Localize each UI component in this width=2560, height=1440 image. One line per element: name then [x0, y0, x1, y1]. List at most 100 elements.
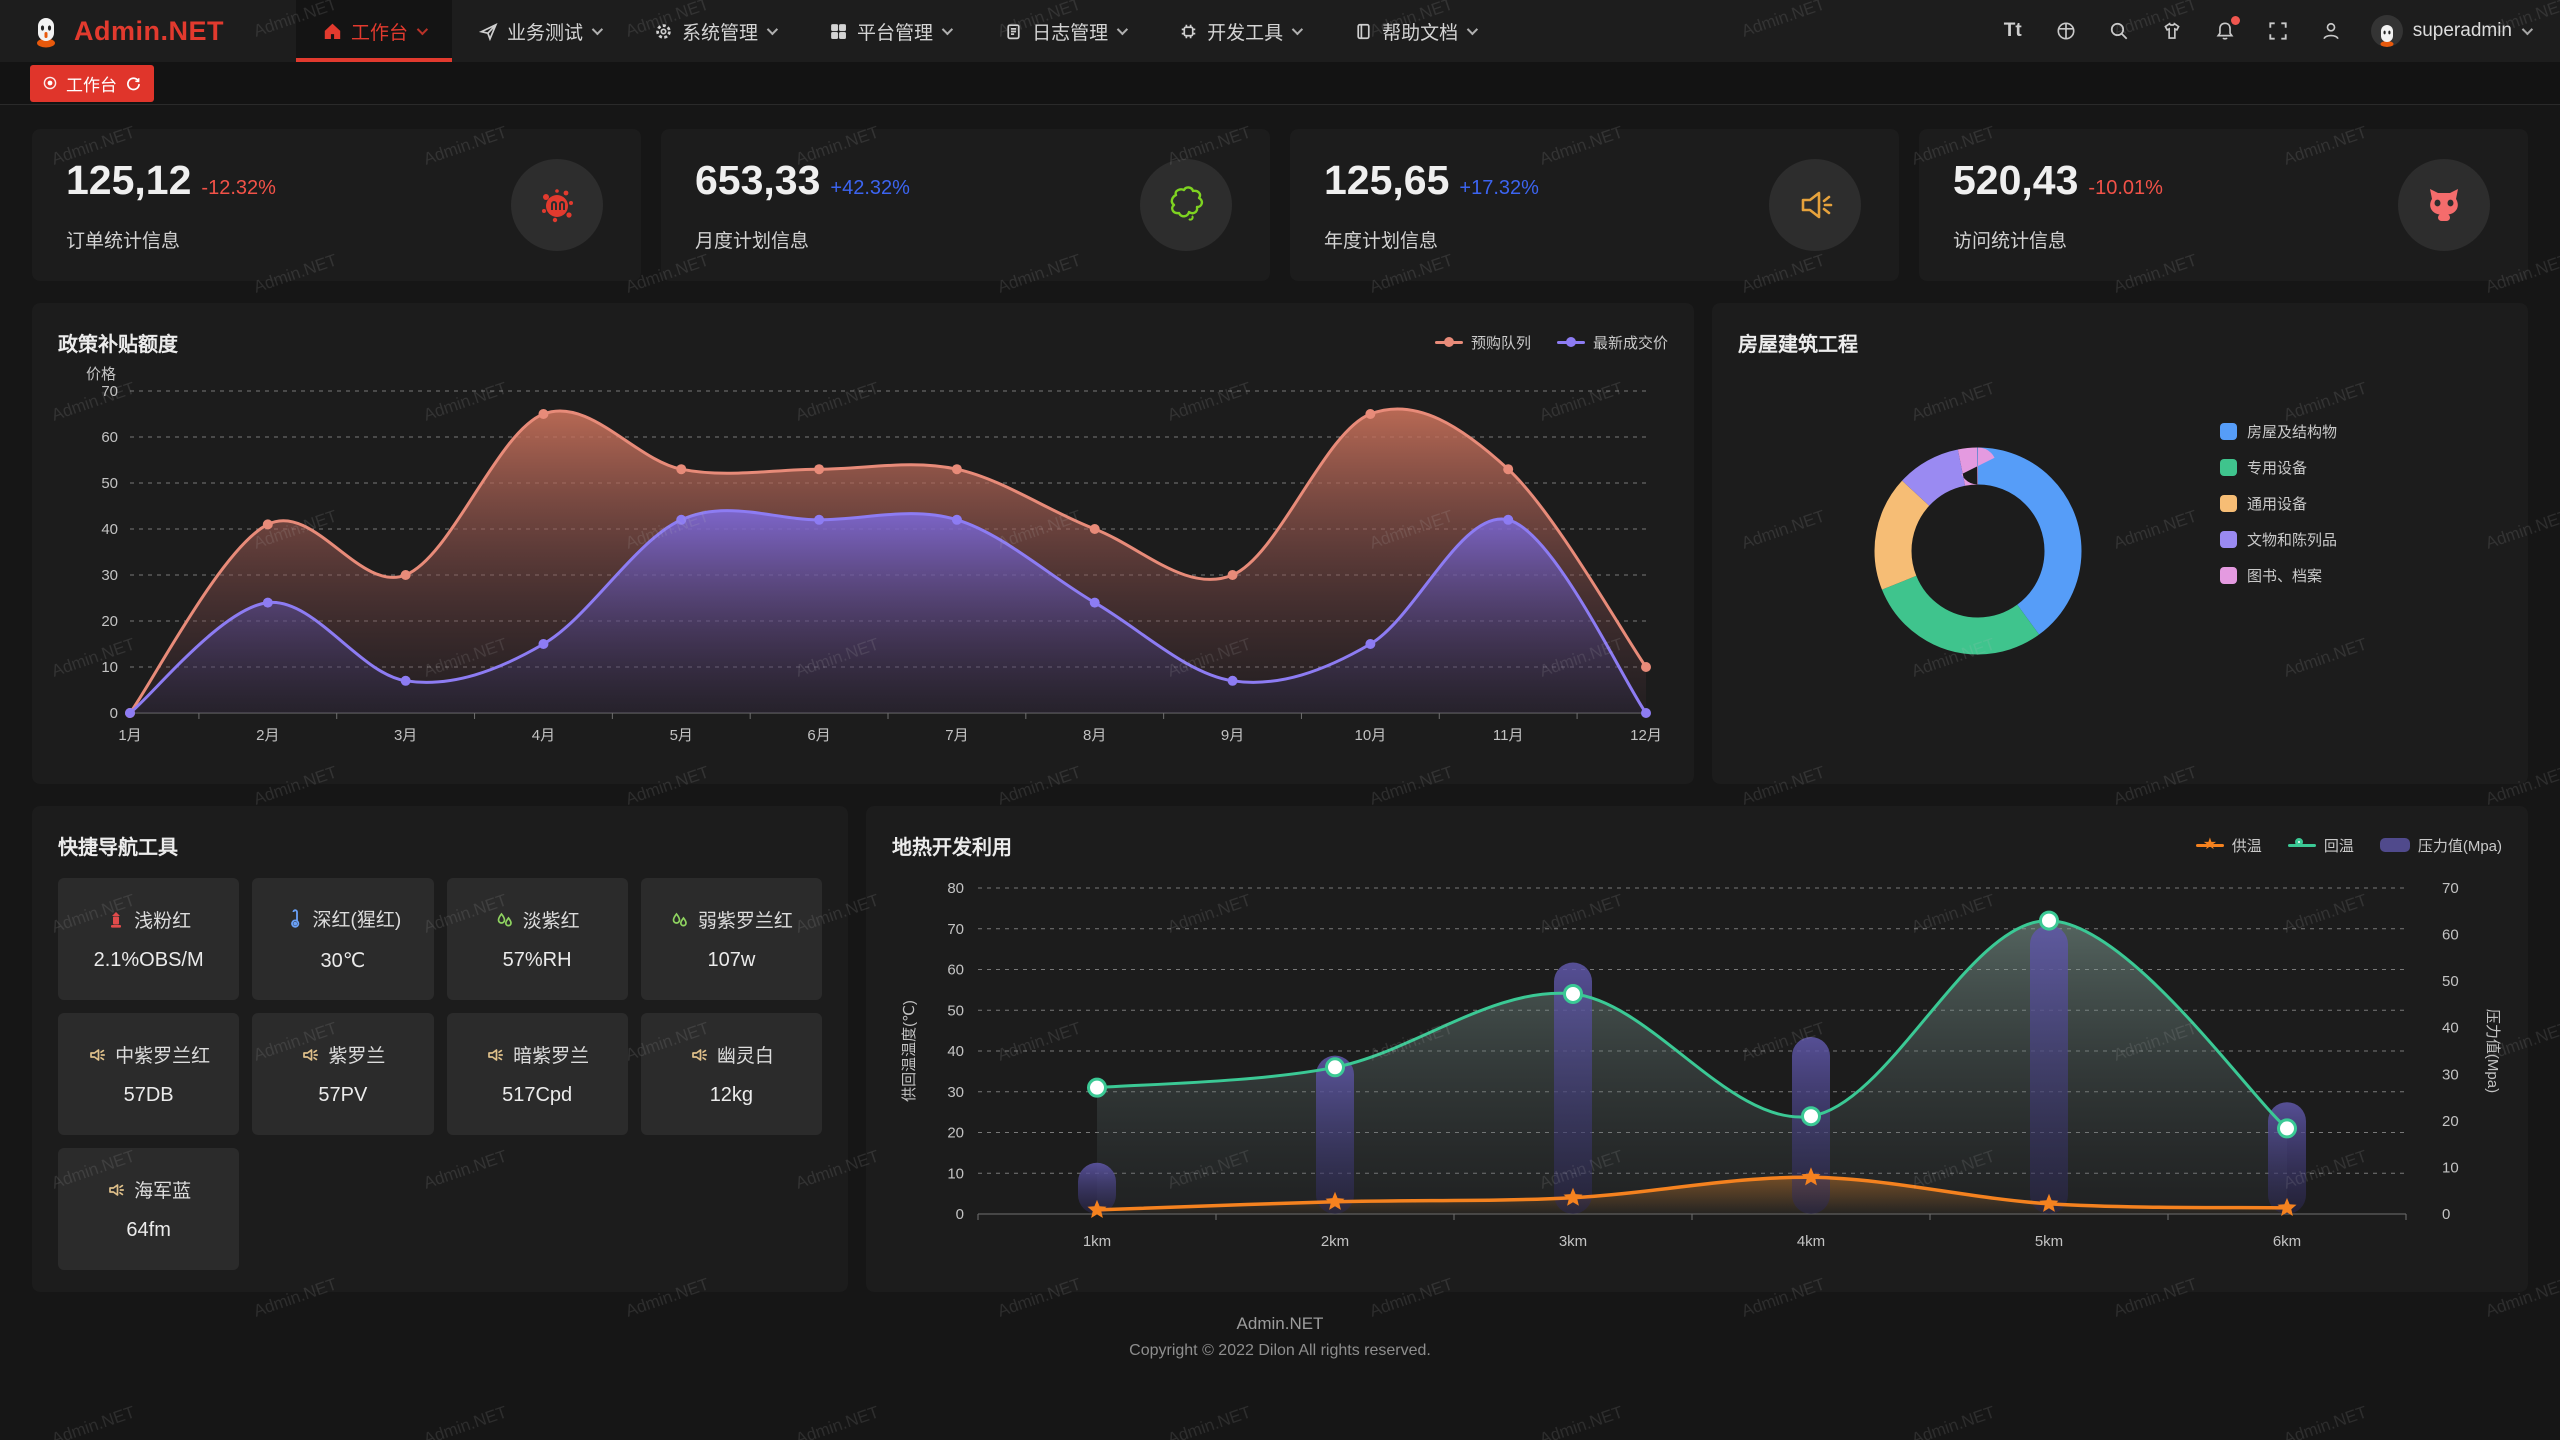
svg-text:12月: 12月	[1630, 727, 1662, 744]
geothermal-mixed-chart[interactable]: 0 10 20 30 40 50 60 70 80 0 10 20 30 40 50 60 70 1km 2km 3k…	[892, 862, 2502, 1260]
font-size-label: Tt	[2003, 20, 2022, 41]
svg-text:30: 30	[947, 1084, 964, 1101]
legend-label: 文物和陈列品	[2247, 532, 2338, 549]
quick-nav-item[interactable]: 中紫罗兰红 57DB	[58, 1013, 240, 1135]
quick-nav-item[interactable]: 弱紫罗兰红 107w	[640, 878, 822, 1000]
legend-item-pressure[interactable]: 压力值(Mpa)	[2379, 835, 2502, 856]
quick-nav-item[interactable]: 海军蓝 64fm	[58, 1148, 240, 1270]
stat-label: 年度计划信息	[1324, 231, 1439, 252]
paint-splat-icon	[542, 189, 573, 223]
quick-nav-label: 淡紫红	[522, 911, 580, 932]
quick-nav-label: 紫罗兰	[328, 1046, 386, 1067]
droplets-icon	[497, 912, 512, 926]
quick-nav-item[interactable]: 淡紫红 57%RH	[446, 878, 628, 1000]
donut-legend-item[interactable]: 图书、档案	[2220, 565, 2337, 586]
legend-swatch	[2220, 567, 2237, 584]
svg-text:0: 0	[956, 1206, 964, 1223]
quick-nav-value: 57%RH	[502, 949, 572, 971]
search-icon[interactable]	[2106, 18, 2132, 44]
font-size-icon[interactable]: Tt	[2000, 18, 2026, 44]
notification-bell-icon[interactable]	[2212, 16, 2240, 44]
legend-swatch	[2220, 531, 2237, 548]
quick-nav-grid: 浅粉红 2.1%OBS/M 深红(猩红) 30℃ 淡紫红 57%RH 弱紫罗兰红…	[58, 878, 822, 1270]
quick-nav-value: 107w	[707, 949, 756, 971]
legend-item-return-temp[interactable]: 回温	[2287, 835, 2354, 856]
legend-item-latest-price[interactable]: 最新成交价	[1556, 332, 1668, 353]
footer-copyright: Copyright © 2022 Dilon All rights reserv…	[1129, 1342, 1431, 1359]
menu-item-business-test[interactable]: 业务测试	[452, 0, 627, 62]
svg-text:60: 60	[947, 962, 964, 979]
legend-item-presale-queue[interactable]: 预购队列	[1434, 332, 1531, 353]
menu-item-log-mgmt[interactable]: 日志管理	[977, 0, 1152, 62]
menu-item-workbench[interactable]: 工作台	[296, 0, 453, 62]
quick-nav-item[interactable]: 暗紫罗兰 517Cpd	[446, 1013, 628, 1135]
geothermal-legend: ★ 供温 回温 压力值(Mpa)	[2195, 835, 2502, 856]
chevron-down-icon	[1291, 23, 1304, 36]
quick-nav-value: 2.1%OBS/M	[93, 949, 204, 971]
donut-legend-item[interactable]: 房屋及结构物	[2220, 421, 2337, 442]
page-footer: Admin.NET Copyright © 2022 Dilon All rig…	[32, 1314, 2528, 1360]
menu-item-label: 工作台	[351, 22, 409, 44]
quick-nav-value: 64fm	[126, 1219, 171, 1241]
stat-value: 653,33	[695, 157, 821, 203]
svg-text:50: 50	[101, 475, 118, 492]
svg-text:40: 40	[2442, 1020, 2459, 1037]
quick-nav-label: 深红(猩红)	[312, 910, 402, 931]
language-icon[interactable]	[2053, 18, 2079, 44]
stat-card-visits: 520,43 -10.01% 访问统计信息	[1919, 129, 2528, 281]
svg-text:3月: 3月	[394, 727, 417, 744]
speaker-icon	[303, 1048, 319, 1061]
theme-shirt-icon[interactable]	[2159, 18, 2185, 44]
main-content: 125,12 -12.32% 订单统计信息 653,33 +42.32% 月度计划信…	[0, 105, 2560, 1360]
stat-icon-circle	[2398, 159, 2490, 251]
subsidy-legend: 预购队列 最新成交价	[1434, 332, 1668, 353]
donut-legend-item[interactable]: 通用设备	[2220, 493, 2337, 514]
svg-text:30: 30	[2442, 1066, 2459, 1083]
quick-nav-item[interactable]: 紫罗兰 57PV	[252, 1013, 434, 1135]
menu-item-system-mgmt[interactable]: 系统管理	[627, 0, 802, 62]
svg-text:60: 60	[101, 429, 118, 446]
svg-text:0: 0	[2442, 1206, 2450, 1223]
svg-text:80: 80	[947, 880, 964, 897]
menu-item-label: 系统管理	[682, 22, 759, 44]
legend-label: 房屋及结构物	[2247, 424, 2338, 441]
notification-badge	[2230, 16, 2240, 25]
stat-delta: -10.01%	[2088, 177, 2163, 199]
donut-legend-item[interactable]: 文物和陈列品	[2220, 529, 2337, 550]
building-donut-chart[interactable]	[1738, 359, 2502, 757]
stat-delta: -12.32%	[201, 177, 276, 199]
log-icon	[1007, 23, 1020, 39]
quick-nav-item[interactable]: 深红(猩红) 30℃	[252, 878, 434, 1000]
svg-text:压力值(Mpa): 压力值(Mpa)	[2484, 1009, 2501, 1093]
quick-nav-value: 57DB	[123, 1084, 174, 1106]
menu-item-dev-tools[interactable]: 开发工具	[1152, 0, 1327, 62]
refresh-icon[interactable]	[126, 76, 141, 91]
tab-workbench[interactable]: 工作台	[30, 64, 154, 102]
svg-text:0: 0	[110, 705, 118, 722]
donut-legend-item[interactable]: 专用设备	[2220, 457, 2337, 478]
app-logo[interactable]: Admin.NET	[28, 0, 224, 62]
user-menu[interactable]: superadmin	[2370, 15, 2534, 47]
stat-value: 125,65	[1324, 157, 1450, 203]
svg-text:70: 70	[947, 921, 964, 938]
legend-swatch	[2220, 459, 2237, 476]
svg-text:20: 20	[947, 1125, 964, 1142]
svg-text:60: 60	[2442, 927, 2459, 944]
quick-nav-item[interactable]: 幽灵白 12kg	[640, 1013, 822, 1135]
donut-legend: 房屋及结构物 专用设备 通用设备 文物和陈列品 图书、档案	[2220, 421, 2337, 586]
panel-quick-nav: 快捷导航工具 浅粉红 2.1%OBS/M 深红(猩红) 30℃ 淡紫红 57%R…	[32, 806, 848, 1292]
quick-nav-item[interactable]: 浅粉红 2.1%OBS/M	[58, 878, 240, 1000]
svg-text:1月: 1月	[118, 727, 141, 744]
legend-item-supply-temp[interactable]: ★ 供温	[2195, 835, 2262, 856]
user-profile-icon[interactable]	[2318, 18, 2344, 44]
panel-title: 政策补贴额度	[58, 333, 178, 356]
fullscreen-icon[interactable]	[2265, 18, 2291, 44]
bar-marker-icon	[2379, 838, 2410, 852]
stat-icon-circle	[1769, 159, 1861, 251]
menu-item-platform-mgmt[interactable]: 平台管理	[802, 0, 977, 62]
svg-text:5km: 5km	[2035, 1233, 2063, 1250]
menu-item-help-docs[interactable]: 帮助文档	[1327, 0, 1502, 62]
menu-item-label: 日志管理	[1032, 22, 1109, 44]
book-icon	[1357, 23, 1370, 39]
subsidy-line-chart[interactable]: 10 20 30 40 50 60 70 01月 2月 3月 4月 5月 6月 7月 8月 9月 10月 11月 1…	[58, 359, 1668, 757]
